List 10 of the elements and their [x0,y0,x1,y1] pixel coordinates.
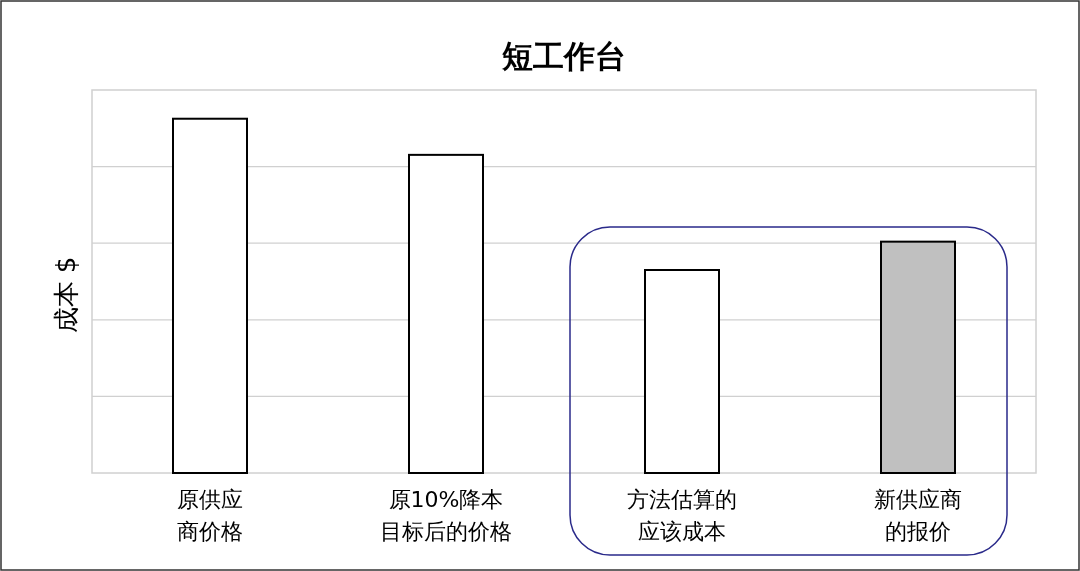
x-tick-label: 新供应商的报价 [874,487,962,544]
chart-title: 短工作台 [501,38,626,74]
y-axis-title: 成本 $ [51,256,81,334]
x-tick-label: 原供应商价格 [177,487,243,544]
x-tick-label: 方法估算的应该成本 [627,487,737,544]
x-tick-label: 原10%降本目标后的价格 [380,487,512,544]
bar [880,240,956,474]
bar [644,269,720,474]
bar [172,117,248,474]
bar [408,153,484,474]
